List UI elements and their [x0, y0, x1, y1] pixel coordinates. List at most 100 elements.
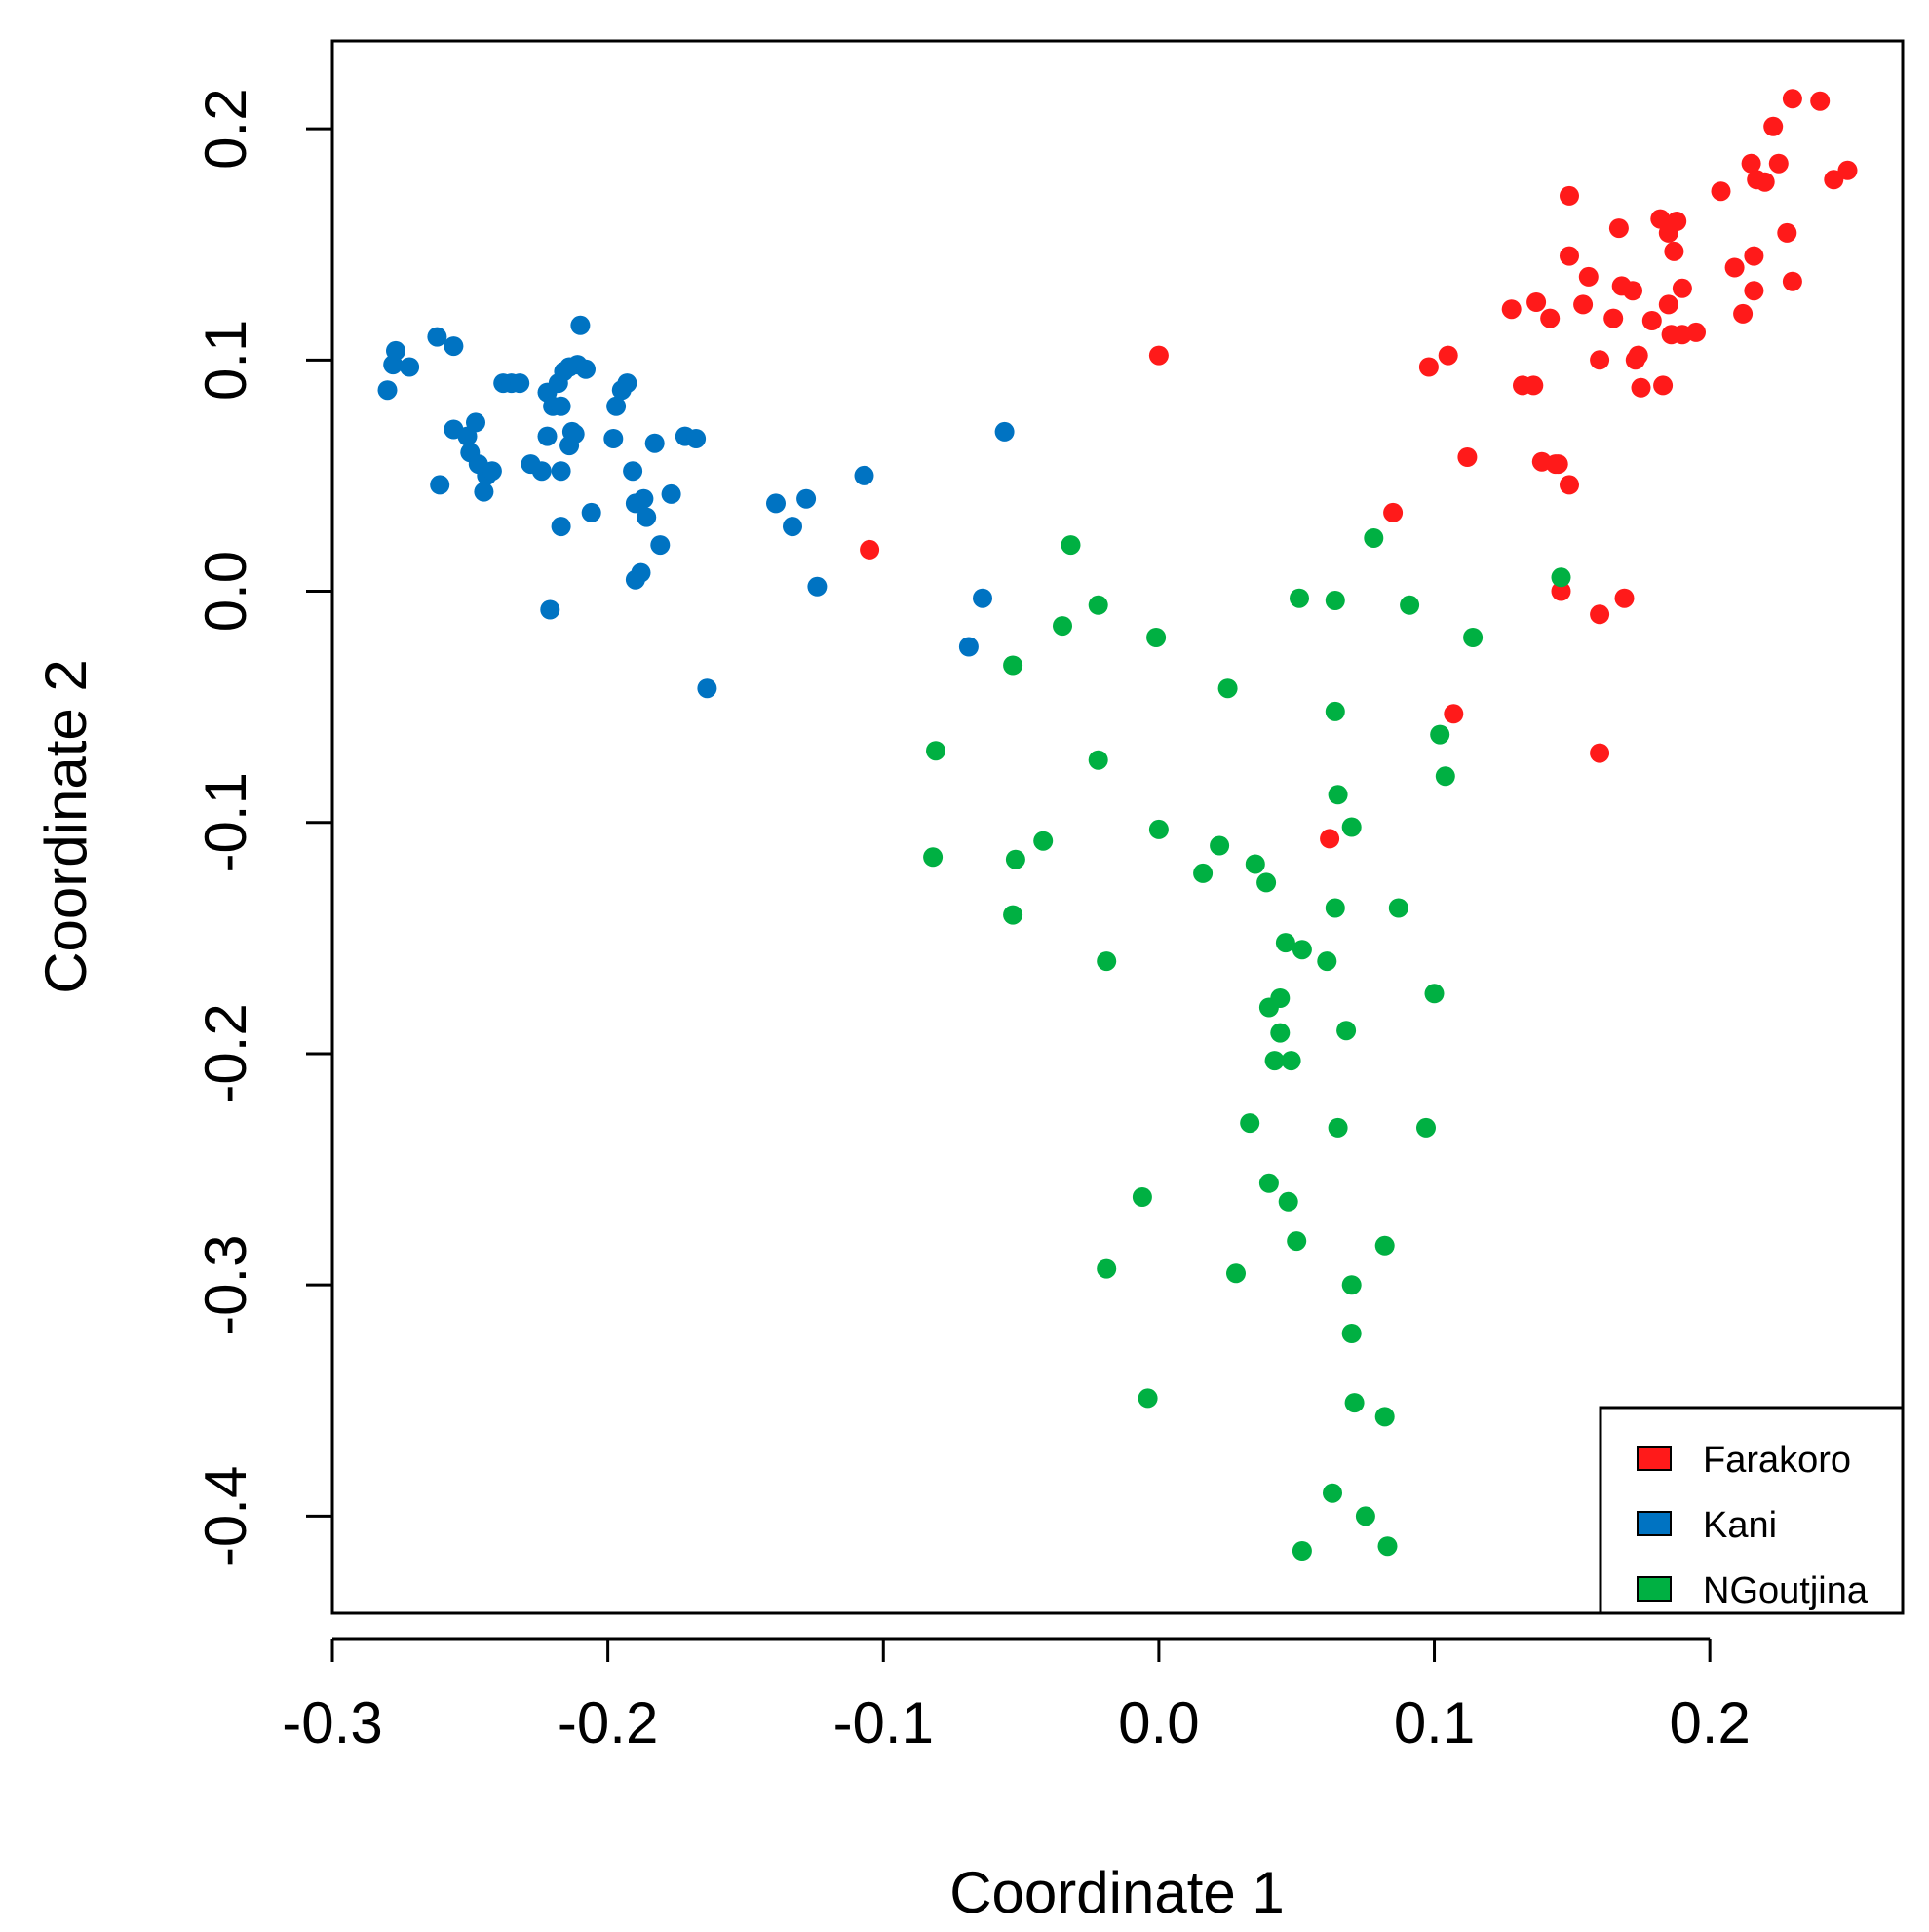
data-point-ngoutjina: [1245, 854, 1265, 874]
data-point-ngoutjina: [1264, 1051, 1285, 1071]
legend-label-kani: Kani: [1703, 1505, 1777, 1546]
data-point-ngoutjina: [926, 741, 945, 761]
x-tick-label: -0.2: [558, 1690, 658, 1756]
legend-label-farakoro: Farakoro: [1703, 1440, 1851, 1481]
data-point-kani: [631, 562, 651, 583]
data-point-kani: [766, 493, 786, 514]
y-tick-label: -0.4: [193, 1466, 258, 1566]
data-point-farakoro: [1560, 185, 1579, 206]
data-point-ngoutjina: [1256, 872, 1277, 893]
data-point-farakoro: [1444, 704, 1464, 724]
data-point-farakoro: [1653, 375, 1674, 396]
data-point-ngoutjina: [1336, 1021, 1357, 1041]
data-point-kani: [958, 637, 979, 657]
data-point-farakoro: [1590, 350, 1610, 370]
data-point-farakoro: [1457, 447, 1478, 467]
data-point-farakoro: [1824, 170, 1844, 190]
data-point-farakoro: [1573, 294, 1594, 315]
data-point-kani: [531, 461, 552, 482]
data-point-kani: [606, 396, 627, 416]
data-point-ngoutjina: [1325, 898, 1345, 918]
y-axis: -0.4 -0.3 -0.2 -0.1 0.0 0.1 0.2: [193, 88, 334, 1566]
data-point-farakoro: [1623, 281, 1642, 301]
data-point-ngoutjina: [1374, 1235, 1395, 1256]
data-point-ngoutjina: [1424, 984, 1445, 1004]
data-point-farakoro: [1560, 246, 1579, 266]
data-point-ngoutjina: [1292, 940, 1312, 960]
data-point-kani: [617, 373, 637, 394]
data-point-kani: [377, 380, 398, 401]
data-point-ngoutjina: [1323, 1483, 1342, 1503]
data-point-ngoutjina: [923, 847, 944, 868]
x-tick-label: -0.3: [282, 1690, 382, 1756]
data-point-kani: [650, 535, 671, 556]
data-point-ngoutjina: [1148, 819, 1169, 839]
data-point-ngoutjina: [1344, 1393, 1365, 1413]
data-point-farakoro: [1614, 588, 1635, 608]
y-tick-label: -0.1: [193, 772, 258, 872]
data-point-kani: [482, 461, 502, 482]
data-point-farakoro: [1658, 294, 1678, 315]
data-point-farakoro: [1628, 345, 1648, 366]
data-point-kani: [581, 502, 601, 522]
data-point-farakoro: [1667, 212, 1687, 231]
data-point-ngoutjina: [1003, 905, 1023, 925]
data-point-farakoro: [1524, 375, 1544, 396]
data-point-kani: [783, 517, 802, 537]
x-tick-label: -0.1: [833, 1690, 934, 1756]
data-point-ngoutjina: [1374, 1407, 1395, 1427]
data-point-farakoro: [1724, 257, 1745, 278]
x-tick-label: 0.1: [1394, 1690, 1475, 1756]
data-point-kani: [994, 421, 1015, 442]
data-point-ngoutjina: [1341, 1275, 1362, 1295]
data-point-ngoutjina: [1355, 1506, 1375, 1526]
data-point-farakoro: [1744, 281, 1764, 301]
data-point-ngoutjina: [1061, 535, 1081, 556]
data-point-ngoutjina: [1132, 1187, 1152, 1207]
data-point-ngoutjina: [1210, 835, 1230, 856]
data-point-farakoro: [1777, 222, 1797, 243]
data-point-kani: [400, 357, 420, 377]
data-point-farakoro: [1733, 303, 1754, 324]
data-point-farakoro: [1810, 91, 1831, 111]
data-point-ngoutjina: [1430, 724, 1450, 745]
data-point-kani: [551, 461, 571, 482]
y-tick-label: 0.0: [193, 551, 258, 632]
data-point-farakoro: [1755, 172, 1775, 192]
data-point-ngoutjina: [1325, 701, 1345, 721]
y-tick-label: 0.2: [193, 88, 258, 169]
data-point-farakoro: [1631, 377, 1651, 398]
data-point-farakoro: [1837, 160, 1858, 180]
data-point-farakoro: [1768, 153, 1789, 174]
data-point-ngoutjina: [1275, 933, 1295, 953]
data-point-kani: [570, 315, 591, 335]
data-point-ngoutjina: [1240, 1113, 1260, 1134]
data-point-ngoutjina: [1005, 849, 1025, 869]
data-point-ngoutjina: [1217, 678, 1238, 699]
data-point-farakoro: [1590, 743, 1610, 763]
y-tick-label: 0.1: [193, 320, 258, 401]
legend-swatch-kani: [1637, 1511, 1672, 1536]
data-point-kani: [564, 424, 585, 444]
data-point-ngoutjina: [1003, 655, 1023, 676]
data-point-kani: [430, 475, 450, 495]
data-point-kani: [637, 507, 657, 527]
data-point-farakoro: [1603, 308, 1624, 328]
data-point-ngoutjina: [1551, 567, 1571, 588]
data-point-ngoutjina: [1416, 1117, 1436, 1138]
data-point-ngoutjina: [1138, 1388, 1158, 1409]
y-tick-label: -0.3: [193, 1234, 258, 1334]
data-point-farakoro: [1641, 311, 1662, 330]
data-point-farakoro: [1551, 581, 1571, 601]
data-point-ngoutjina: [1364, 528, 1384, 548]
data-point-farakoro: [1711, 181, 1731, 202]
data-point-kani: [537, 426, 558, 446]
data-point-ngoutjina: [1328, 785, 1348, 805]
data-point-farakoro: [1148, 345, 1169, 366]
data-point-farakoro: [1526, 292, 1547, 312]
data-point-farakoro: [1560, 475, 1579, 495]
data-point-ngoutjina: [1463, 628, 1484, 647]
data-point-ngoutjina: [1088, 595, 1108, 615]
data-point-kani: [854, 465, 874, 485]
